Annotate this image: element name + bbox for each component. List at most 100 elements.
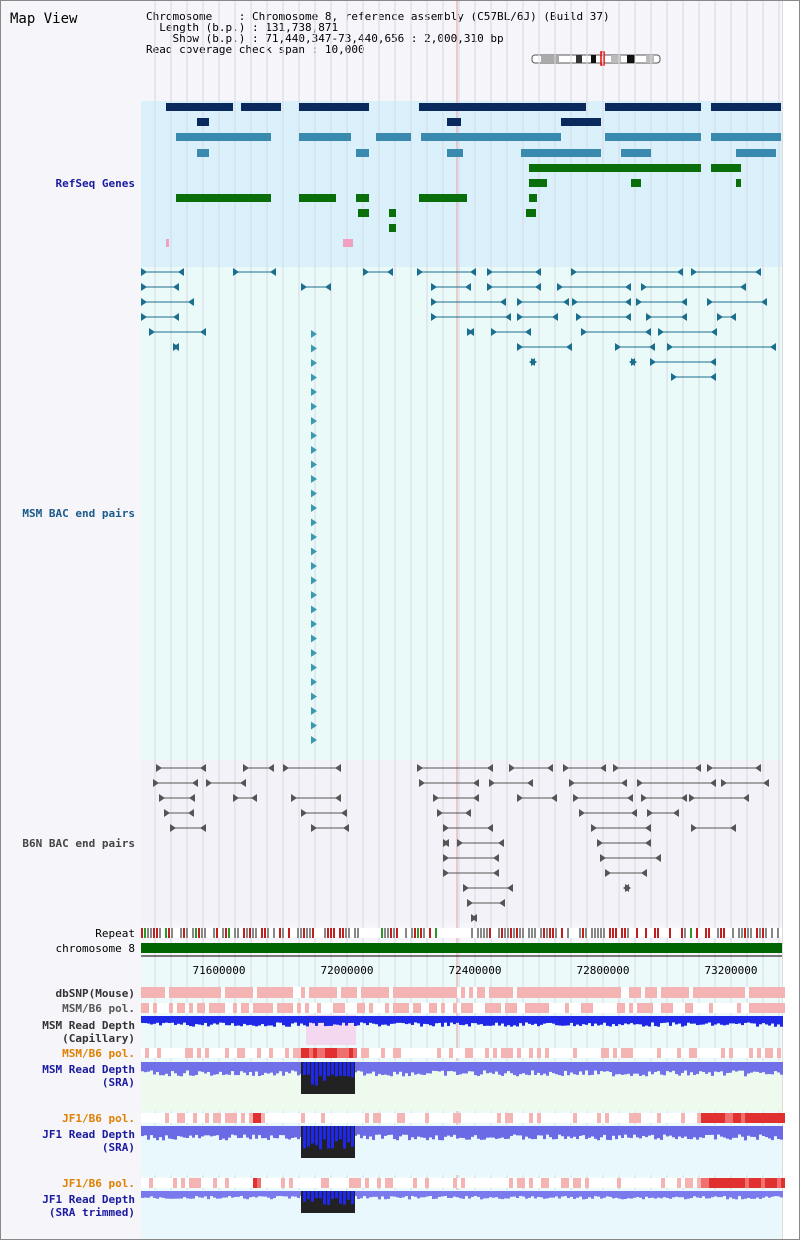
pol-mark: [501, 987, 505, 998]
repeat-element: [429, 928, 431, 938]
msm-pol-cap-label[interactable]: MSM/B6 pol.: [62, 1002, 135, 1015]
gene-feature: [176, 194, 271, 202]
pol-mark: [749, 1048, 753, 1058]
depth-bar: [201, 1062, 204, 1072]
depth-bar: [708, 1191, 711, 1199]
pol-mark: [201, 1003, 205, 1013]
depth-bar: [741, 1126, 744, 1137]
depth-bar: [480, 1016, 483, 1025]
gene-feature: [376, 133, 411, 141]
pol-mark: [493, 1048, 497, 1058]
bac-end-marker: [629, 358, 635, 366]
bac-end-marker: [525, 328, 531, 336]
depth-bar: [615, 1126, 618, 1140]
b6n-bac-track-label[interactable]: B6N BAC end pairs: [22, 837, 135, 850]
dbsnp-track-label[interactable]: dbSNP(Mouse): [55, 987, 135, 1000]
depth-bar: [285, 1191, 288, 1197]
depth-bar: [471, 1126, 474, 1137]
length-value: 131,738,871: [265, 21, 339, 34]
depth-bar: [606, 1191, 609, 1197]
pol-mark: [725, 1178, 729, 1188]
pol-mark: [149, 987, 153, 998]
pol-mark: [685, 1003, 689, 1013]
depth-bar: [252, 1062, 255, 1076]
pol-mark: [453, 987, 457, 998]
pol-mark: [745, 1178, 749, 1188]
pol-mark: [401, 1003, 405, 1013]
depth-bar: [426, 1126, 429, 1141]
pol-mark: [197, 1003, 201, 1013]
depth-bar: [216, 1126, 219, 1136]
depth-bar: [732, 1016, 735, 1024]
depth-bar: [750, 1062, 753, 1073]
pol-mark: [677, 1048, 681, 1058]
bac-end-marker: [487, 268, 493, 276]
bac-end-marker: [417, 268, 423, 276]
msm-bac-track-label[interactable]: MSM BAC end pairs: [22, 507, 135, 520]
msm-pol-sra-label[interactable]: MSM/B6 pol.: [62, 1047, 135, 1060]
bac-end-marker: [646, 313, 652, 321]
pol-mark: [465, 1048, 469, 1058]
pol-mark: [765, 1048, 769, 1058]
depth-bar: [414, 1016, 417, 1023]
pol-mark: [505, 1113, 509, 1123]
jf1-depth-sra-label[interactable]: JF1 Read Depth (SRA): [42, 1128, 135, 1154]
gene-feature: [299, 133, 351, 141]
depth-bar: [717, 1016, 720, 1024]
bac-end-marker: [301, 809, 307, 817]
repeat-element: [627, 928, 629, 938]
depth-bar: [354, 1191, 357, 1197]
bac-end-marker: [677, 268, 683, 276]
depth-bar: [774, 1126, 777, 1137]
pol-mark: [729, 1113, 733, 1123]
depth-bar: [423, 1126, 426, 1138]
depth-bar: [750, 1191, 753, 1199]
depth-bar: [693, 1062, 696, 1076]
pol-mark: [461, 1003, 465, 1013]
repeat-element: [237, 928, 239, 938]
pol-mark: [233, 1113, 237, 1123]
refseq-track-label[interactable]: RefSeq Genes: [55, 177, 135, 190]
depth-bar: [393, 1191, 396, 1197]
msm-bac-pairs[interactable]: [141, 268, 776, 744]
depth-bar: [234, 1016, 237, 1026]
depth-bar: [768, 1126, 771, 1139]
pol-mark: [517, 1178, 521, 1188]
depth-bar: [720, 1062, 723, 1072]
depth-bar: [495, 1126, 498, 1139]
pol-mark: [449, 987, 453, 998]
chromosome-ideogram[interactable]: [531, 51, 661, 66]
depth-bar: [498, 1191, 501, 1199]
bac-end-marker: [487, 764, 493, 772]
pol-mark: [693, 1048, 697, 1058]
jf1-pol-1-label[interactable]: JF1/B6 pol.: [62, 1112, 135, 1125]
depth-bar: [522, 1016, 525, 1026]
depth-bar: [480, 1126, 483, 1140]
msm-depth-cap-label[interactable]: MSM Read Depth (Capillary): [42, 1019, 135, 1045]
depth-bar: [585, 1016, 588, 1025]
pol-mark: [737, 1113, 741, 1123]
depth-bar: [741, 1016, 744, 1026]
depth-bar: [408, 1016, 411, 1024]
pol-mark: [273, 987, 277, 998]
depth-bar: [504, 1191, 507, 1199]
msm-depth-sra-label[interactable]: MSM Read Depth (SRA): [42, 1063, 135, 1089]
depth-bar: [307, 1062, 310, 1075]
depth-bar: [477, 1191, 480, 1197]
b6n-bac-pairs[interactable]: [153, 764, 769, 922]
depth-bar: [711, 1191, 714, 1198]
pol-mark: [629, 1113, 633, 1123]
pol-mark: [489, 987, 493, 998]
jf1-pol-2-label[interactable]: JF1/B6 pol.: [62, 1177, 135, 1190]
pol-mark: [733, 1178, 737, 1188]
depth-bar: [237, 1191, 240, 1197]
depth-bar: [228, 1062, 231, 1075]
pol-mark: [397, 987, 401, 998]
depth-bar: [597, 1126, 600, 1141]
jf1-depth-trim-label[interactable]: JF1 Read Depth (SRA trimmed): [42, 1193, 135, 1219]
bac-end-marker: [156, 764, 162, 772]
depth-bar: [195, 1062, 198, 1075]
depth-bar: [375, 1016, 378, 1025]
refseq-genes[interactable]: [166, 103, 781, 247]
repeat-element: [405, 928, 407, 938]
